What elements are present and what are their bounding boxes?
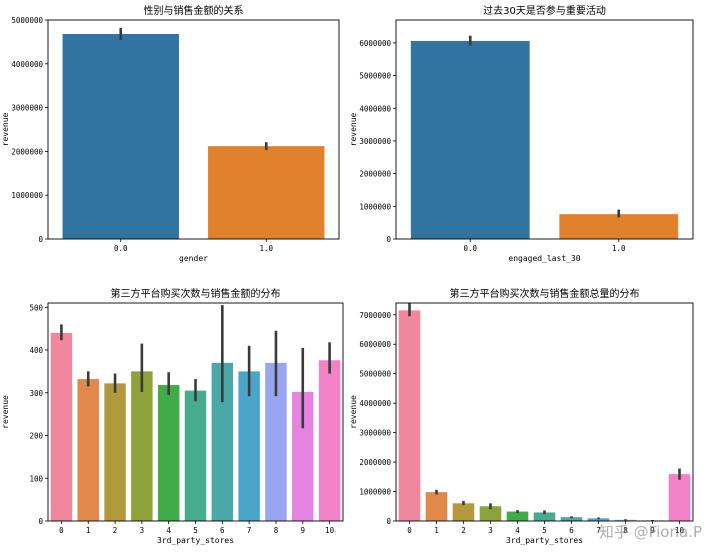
x-tick-label: 0.0 bbox=[114, 244, 128, 253]
chart-title: 第三方平台购买次数与销售金额总量的分布 bbox=[450, 287, 640, 300]
bar-3 bbox=[131, 371, 153, 521]
x-tick-label: 1 bbox=[434, 526, 439, 535]
x-tick-label: 7 bbox=[247, 526, 252, 535]
x-tick-label: 2 bbox=[461, 526, 466, 535]
y-tick-label: 4000000 bbox=[359, 399, 391, 408]
x-tick-label: 6 bbox=[569, 526, 574, 535]
bar-1 bbox=[77, 379, 99, 521]
bar-0 bbox=[398, 310, 421, 521]
x-tick-label: 0.0 bbox=[463, 244, 477, 253]
y-tick-label: 0 bbox=[386, 517, 391, 526]
x-tick-label: 1 bbox=[86, 526, 91, 535]
plot-frame bbox=[395, 302, 694, 522]
bar-0 bbox=[50, 332, 73, 521]
bar-5 bbox=[533, 512, 556, 521]
chart-panel-4: 第三方平台购买次数与销售金额总量的分布 0 1000000 2000000 300000… bbox=[349, 287, 694, 545]
x-axis-label: 3rd_party_stores bbox=[506, 536, 583, 545]
y-tick-label: 1000000 bbox=[11, 191, 43, 200]
bar-7 bbox=[238, 371, 260, 521]
bar-0.0 bbox=[62, 34, 179, 240]
y-tick-label: 200 bbox=[29, 432, 43, 441]
y-tick-label: 0 bbox=[38, 235, 43, 244]
y-tick-label: 6000000 bbox=[359, 39, 391, 48]
bar-0.0 bbox=[410, 40, 530, 239]
y-tick-label: 3000000 bbox=[359, 429, 391, 438]
x-axis-label: engaged_last_30 bbox=[508, 254, 580, 263]
x-tick-label: 5 bbox=[542, 526, 547, 535]
x-axis-label: gender bbox=[179, 254, 208, 263]
bar-4 bbox=[506, 511, 529, 521]
x-axis-label: 3rd_party_stores bbox=[157, 536, 234, 545]
plot-frame bbox=[47, 19, 340, 240]
y-axis-label: revenue bbox=[1, 395, 10, 429]
y-tick-label: 3000000 bbox=[11, 104, 43, 113]
y-tick-label: 4000000 bbox=[11, 60, 43, 69]
y-tick-label: 100 bbox=[29, 474, 43, 483]
plot-frame bbox=[395, 19, 694, 240]
y-tick-label: 5000000 bbox=[359, 370, 391, 379]
y-tick-label: 2000000 bbox=[359, 170, 391, 179]
bar-10 bbox=[668, 474, 691, 521]
x-tick-label: 4 bbox=[166, 526, 171, 535]
x-tick-label: 6 bbox=[220, 526, 225, 535]
x-tick-label: 7 bbox=[596, 526, 601, 535]
bar-6 bbox=[211, 362, 234, 521]
chart-title: 第三方平台购买次数与销售金额的分布 bbox=[111, 287, 281, 300]
bar-1 bbox=[425, 492, 448, 521]
x-tick-label: 1.0 bbox=[612, 244, 626, 253]
y-tick-label: 500 bbox=[29, 303, 43, 312]
y-tick-label: 5000000 bbox=[11, 16, 43, 25]
y-tick-label: 0 bbox=[38, 517, 43, 526]
y-tick-label: 2000000 bbox=[11, 147, 43, 156]
chart-panel-1: 性别与销售金额的关系 0 1000000 2000000 3000000 4000000 5… bbox=[1, 4, 340, 263]
bar-2 bbox=[452, 503, 475, 521]
y-axis-label: revenue bbox=[349, 112, 358, 146]
x-tick-label: 9 bbox=[301, 526, 306, 535]
bar-3 bbox=[479, 506, 502, 521]
x-tick-label: 3 bbox=[140, 526, 145, 535]
y-tick-label: 300 bbox=[29, 389, 43, 398]
bar-2 bbox=[104, 383, 126, 521]
chart-panel-3: 第三方平台购买次数与销售金额的分布 0 100 200 300 400 500 0 1 2 3 4 5 6… bbox=[1, 287, 344, 545]
x-tick-label: 1.0 bbox=[259, 244, 273, 253]
y-tick-label: 400 bbox=[29, 346, 43, 355]
x-tick-label: 4 bbox=[515, 526, 520, 535]
bar-5 bbox=[184, 390, 207, 521]
bar-10 bbox=[318, 360, 341, 521]
bar-8 bbox=[265, 362, 287, 521]
y-tick-label: 6000000 bbox=[359, 340, 391, 349]
x-tick-label: 10 bbox=[325, 526, 335, 535]
x-tick-label: 3 bbox=[488, 526, 493, 535]
bar-9 bbox=[292, 391, 314, 521]
x-tick-label: 0 bbox=[407, 526, 412, 535]
x-tick-label: 2 bbox=[113, 526, 118, 535]
chart-panel-2: 过去30天是否参与重要活动 0 1000000 2000000 3000000 40000… bbox=[349, 4, 694, 263]
y-tick-label: 0 bbox=[386, 235, 391, 244]
y-tick-label: 2000000 bbox=[359, 458, 391, 467]
x-tick-label: 9 bbox=[650, 526, 655, 535]
y-tick-label: 7000000 bbox=[359, 311, 391, 320]
watermark: 知乎 @Fiona.P bbox=[598, 523, 702, 541]
bar-7 bbox=[587, 518, 610, 521]
x-tick-label: 0 bbox=[59, 526, 64, 535]
bar-1.0 bbox=[208, 146, 325, 239]
y-axis-label: revenue bbox=[1, 112, 10, 146]
y-tick-label: 1000000 bbox=[359, 488, 391, 497]
bar-1.0 bbox=[559, 214, 679, 239]
x-tick-label: 10 bbox=[675, 526, 685, 535]
chart-title: 性别与销售金额的关系 bbox=[144, 4, 244, 17]
y-tick-label: 3000000 bbox=[359, 137, 391, 146]
chart-title: 过去30天是否参与重要活动 bbox=[483, 4, 606, 17]
y-tick-label: 1000000 bbox=[359, 202, 391, 211]
x-tick-label: 8 bbox=[274, 526, 279, 535]
x-tick-label: 8 bbox=[623, 526, 628, 535]
bar-6 bbox=[560, 517, 583, 521]
y-tick-label: 4000000 bbox=[359, 104, 391, 113]
y-axis-label: revenue bbox=[349, 395, 358, 429]
x-tick-label: 5 bbox=[193, 526, 198, 535]
bar-4 bbox=[157, 385, 180, 521]
y-tick-label: 5000000 bbox=[359, 72, 391, 81]
